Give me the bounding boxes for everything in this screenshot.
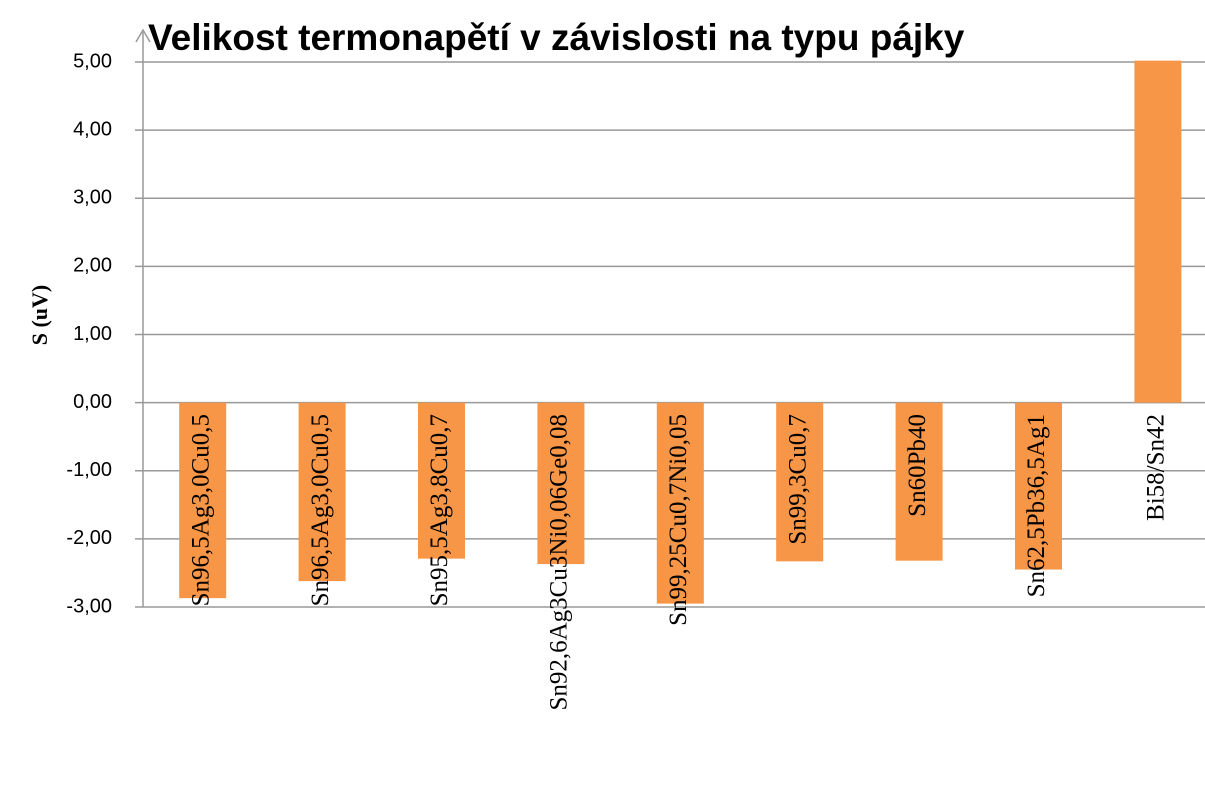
bar bbox=[537, 402, 585, 565]
bar bbox=[418, 402, 465, 559]
bar bbox=[1134, 60, 1182, 403]
y-tick-label: -3,00 bbox=[66, 595, 112, 617]
bar bbox=[776, 402, 824, 562]
x-tick-label: Sn99,25Cu0,7Ni0,05 bbox=[665, 414, 692, 626]
y-tick-label: 2,00 bbox=[73, 255, 112, 277]
x-tick-label: Sn62,5Pb36,5Ag1 bbox=[1023, 414, 1050, 597]
y-tick-label: 1,00 bbox=[73, 323, 112, 345]
bar bbox=[1015, 402, 1062, 570]
chart-title: Velikost termonapětí v závislosti na typ… bbox=[148, 17, 965, 58]
y-tick-label: 4,00 bbox=[73, 118, 112, 140]
x-tick-label: Sn60Pb40 bbox=[904, 414, 931, 517]
y-tick-label: -1,00 bbox=[66, 459, 112, 481]
bar bbox=[298, 402, 346, 582]
x-tick-label: Sn99,3Cu0,7 bbox=[784, 414, 811, 545]
y-tick-label: -2,00 bbox=[66, 527, 112, 549]
bar bbox=[656, 402, 704, 604]
x-tick-label: Sn96,5Ag3,0Cu0,5 bbox=[187, 414, 214, 606]
bar bbox=[895, 402, 943, 561]
y-axis-label: S (uV) bbox=[27, 285, 52, 346]
y-tick-label: 5,00 bbox=[73, 50, 112, 72]
y-tick-label: 0,00 bbox=[73, 391, 112, 413]
axis-arrow bbox=[135, 28, 151, 43]
y-tick-label: 3,00 bbox=[73, 187, 112, 209]
x-tick-label: Sn96,5Ag3,0Cu0,5 bbox=[307, 414, 334, 606]
x-tick-label: Sn92,6Ag3Cu3Ni0,06Ge0,08 bbox=[546, 414, 573, 711]
x-tick-label: Bi58/Sn42 bbox=[1143, 414, 1170, 521]
x-tick-label: Sn95,5Ag3,8Cu0,7 bbox=[426, 414, 453, 606]
bar bbox=[179, 402, 227, 599]
